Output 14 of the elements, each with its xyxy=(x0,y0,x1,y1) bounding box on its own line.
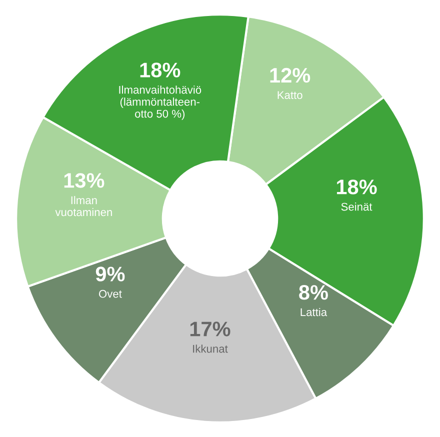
slice-label: Ikkunat xyxy=(193,344,228,353)
data-label: 9% xyxy=(96,266,125,282)
data-label: 18% xyxy=(336,180,377,194)
data-label: 13% xyxy=(64,173,104,188)
data-label: 12% xyxy=(270,68,310,83)
slice-label: Ovet xyxy=(98,290,122,298)
slice-label: Katto xyxy=(278,91,302,100)
slice-label: Ilmanvaihtohäviö (lämmöntalteen- otto 50 %) xyxy=(119,86,202,120)
slice-label: Seinät xyxy=(341,202,372,211)
slice-label: Ilman vuotaminen xyxy=(55,196,112,216)
data-label: 17% xyxy=(190,322,230,336)
data-label: 18% xyxy=(140,62,180,78)
slice-label: Lattia xyxy=(300,308,328,316)
data-label: 8% xyxy=(299,285,328,300)
